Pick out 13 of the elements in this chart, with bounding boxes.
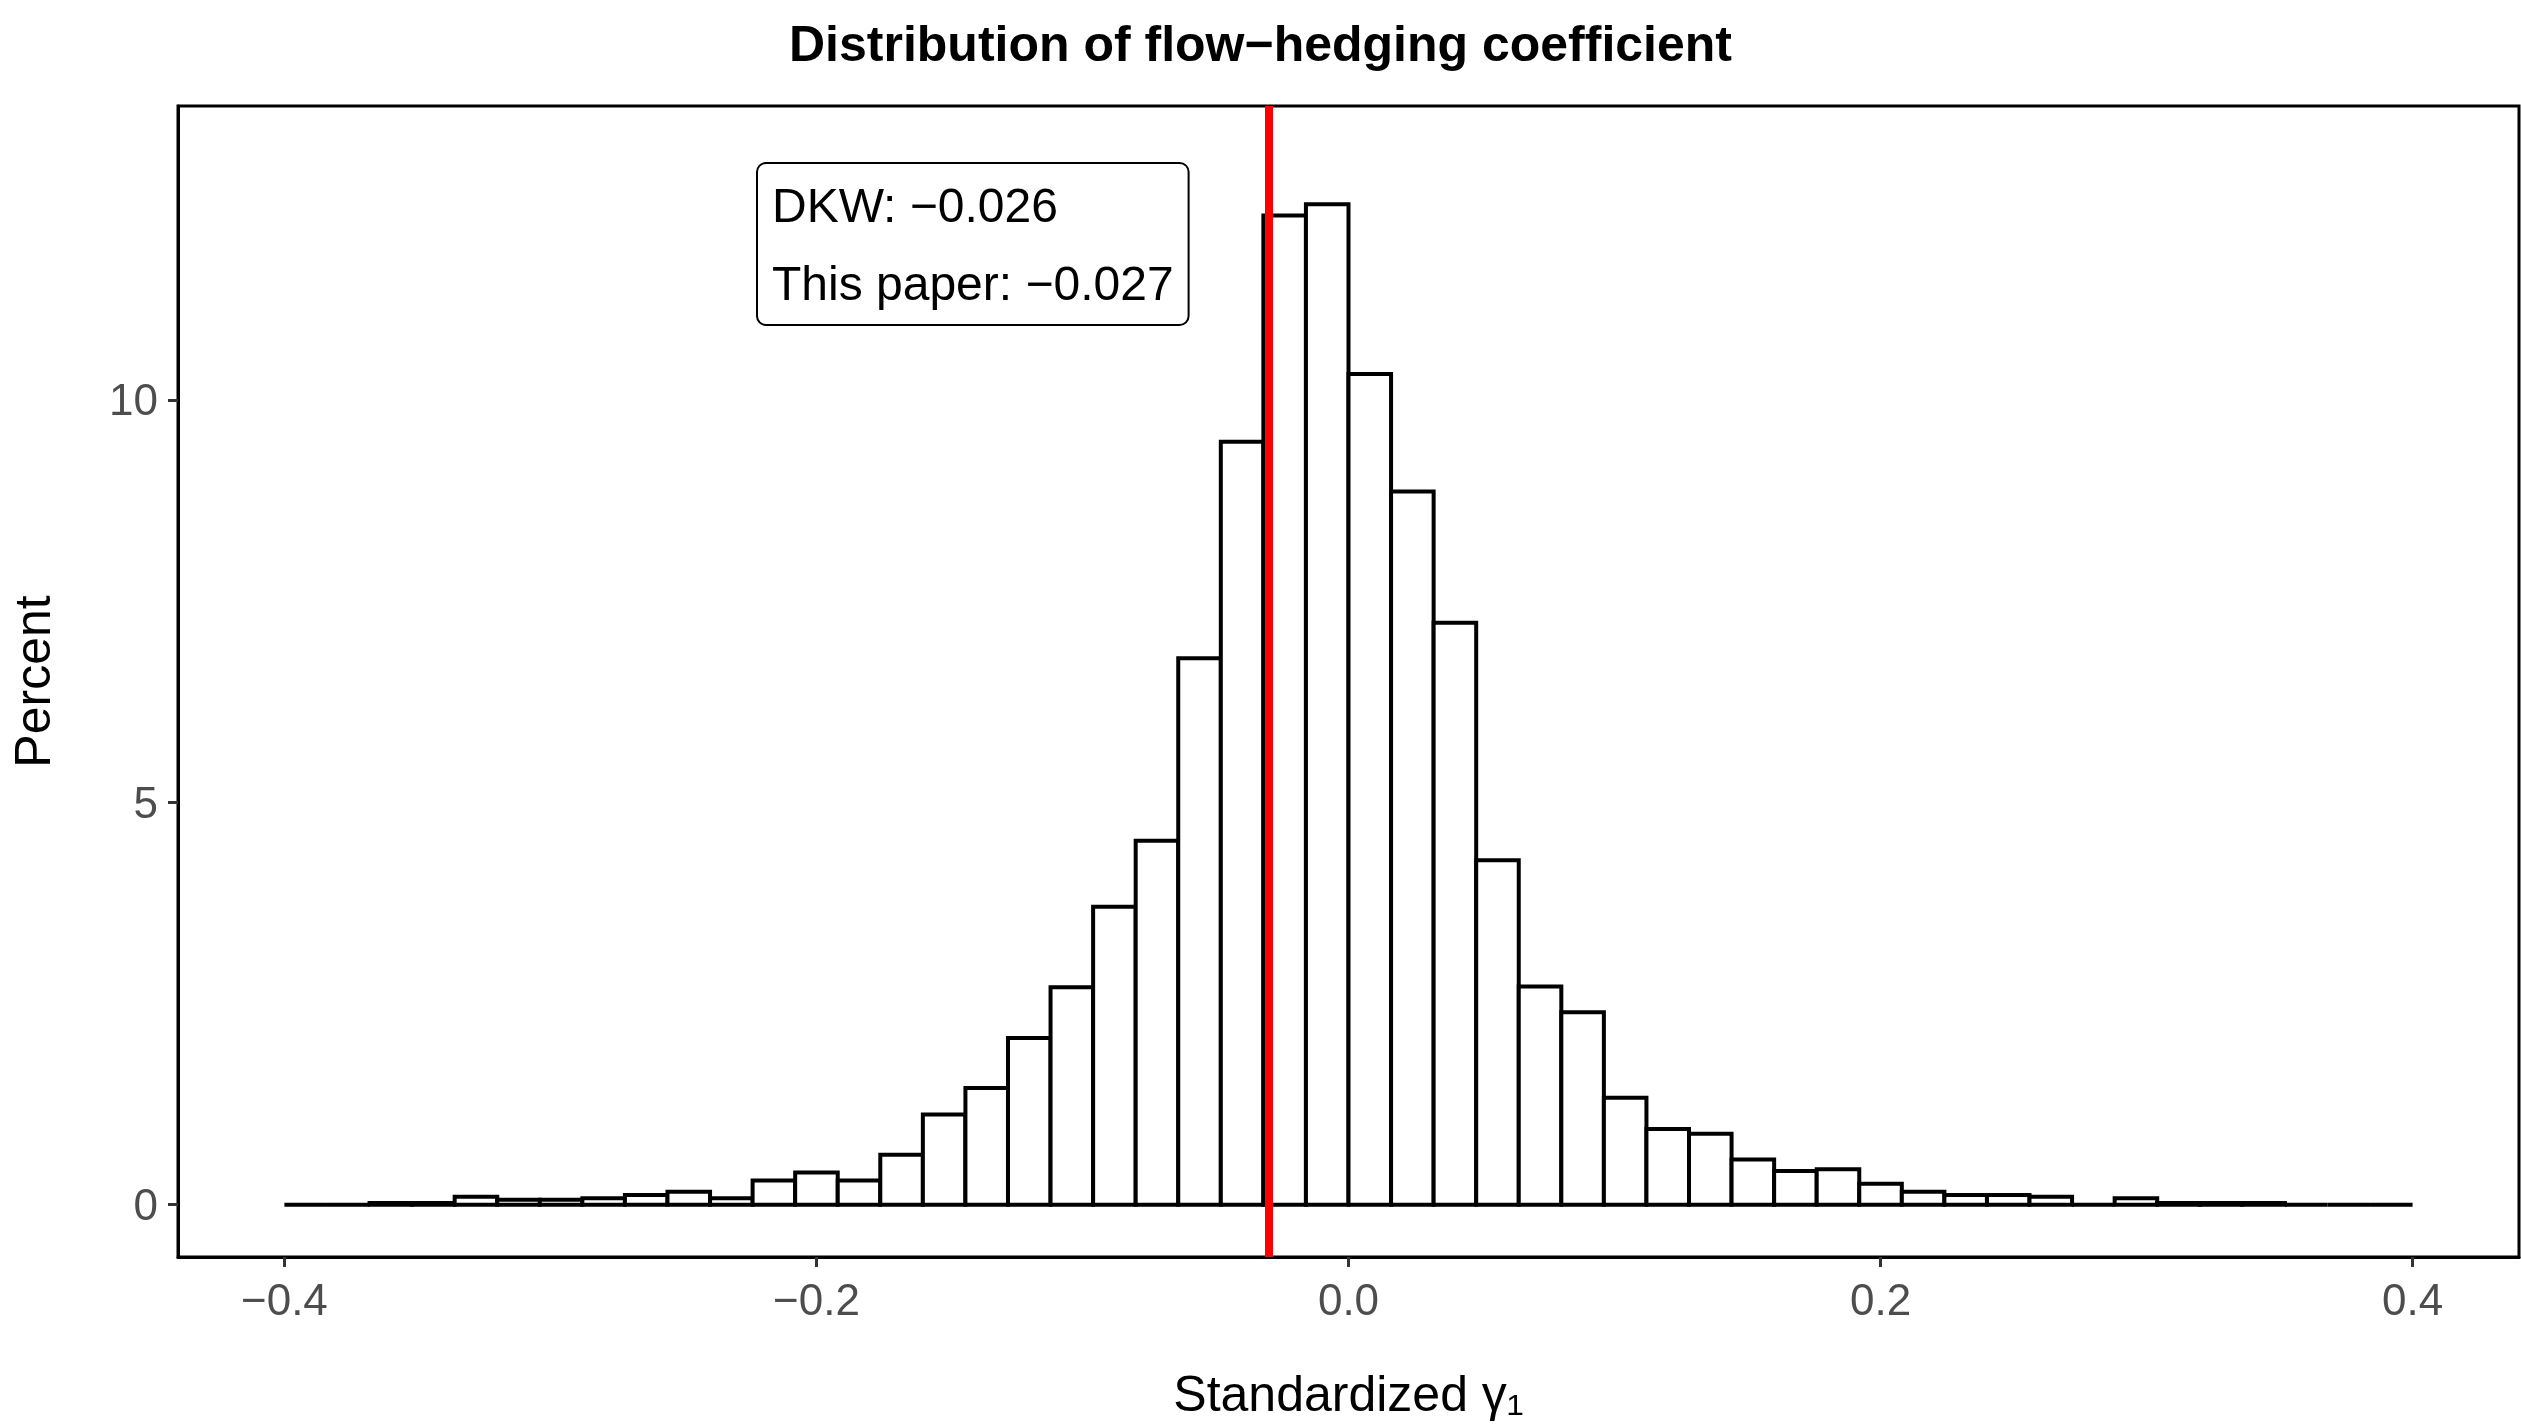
x-tick-label: 0.2	[1849, 1274, 1912, 1324]
y-tick-label: 10	[109, 375, 158, 425]
annotation: DKW: −0.026	[772, 178, 1058, 232]
y-axis-title: Percent	[5, 595, 61, 768]
x-tick-label: −0.4	[240, 1274, 328, 1324]
x-tick-label: 0.0	[1317, 1274, 1380, 1324]
x-tick-label: 0.4	[2382, 1274, 2444, 1324]
y-tick-label: 5	[133, 777, 158, 827]
y-tick-label: 0	[133, 1180, 158, 1230]
x-tick-label: −0.2	[773, 1274, 860, 1324]
x-axis-title: Standardized γ₁	[1173, 1366, 1524, 1422]
chart-title: Distribution of flow−hedging coefficient	[788, 16, 1733, 72]
annotation: This paper: −0.027	[772, 256, 1174, 310]
